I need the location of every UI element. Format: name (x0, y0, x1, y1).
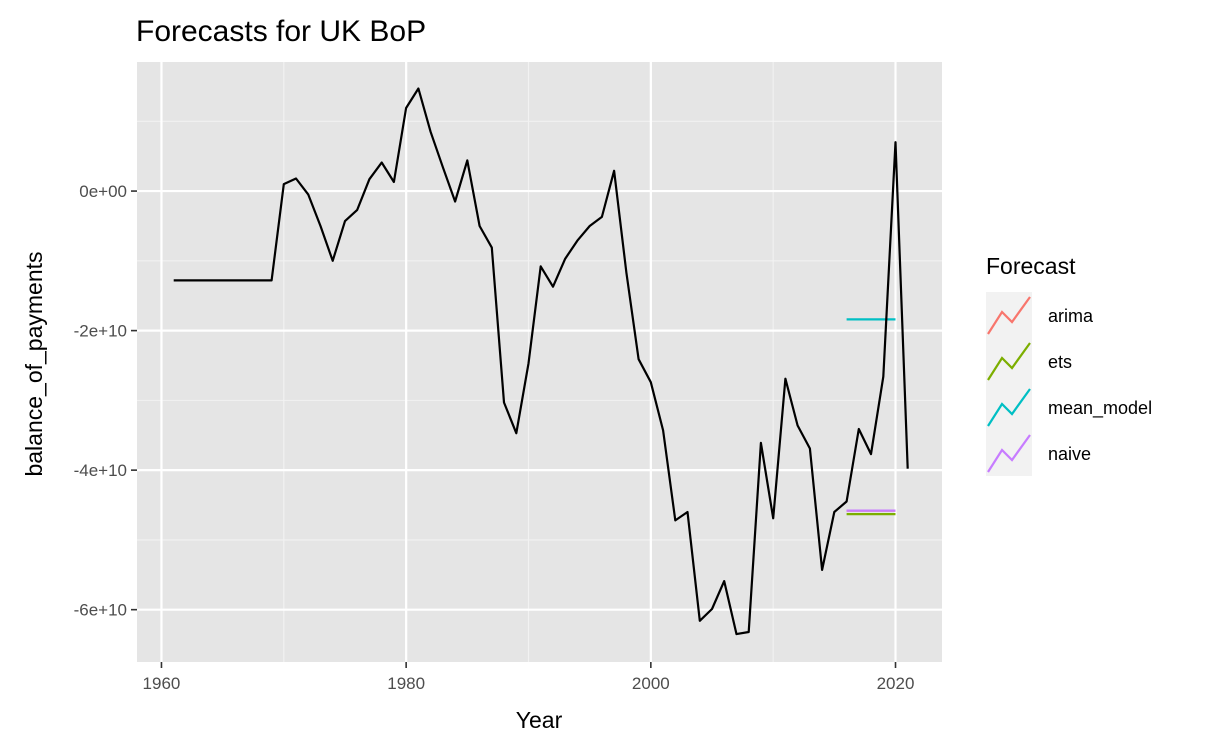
legend-label-arima: arima (1048, 306, 1094, 326)
legend-label-mean-model: mean_model (1048, 398, 1152, 419)
x-tick-label: 2000 (632, 674, 670, 693)
x-tick-label: 1960 (143, 674, 181, 693)
legend-label-naive: naive (1048, 444, 1091, 464)
legend-label-ets: ets (1048, 352, 1072, 372)
legend-key-ets (987, 342, 1031, 381)
x-tick-label: 1980 (387, 674, 425, 693)
legend-key-bg (986, 292, 1032, 338)
y-tick-label: -2e+10 (74, 322, 127, 341)
chart-title: Forecasts for UK BoP (136, 15, 426, 48)
y-axis: 0e+00 -2e+10 -4e+10 -6e+10 (74, 182, 137, 620)
legend-key-naive (987, 434, 1031, 473)
legend-key-bg (986, 338, 1032, 384)
y-tick-label: 0e+00 (79, 182, 127, 201)
legend-key-bg (986, 384, 1032, 430)
actual-series (173, 87, 909, 636)
actual-line (173, 87, 909, 636)
x-axis: 1960 1980 2000 2020 (143, 662, 915, 693)
legend-title: Forecast (986, 253, 1076, 279)
y-axis-title: balance_of_payments (21, 251, 47, 476)
plot-panel (137, 62, 942, 662)
legend-key-arima (987, 296, 1031, 335)
legend-key-bg (986, 430, 1032, 476)
x-axis-title: Year (516, 707, 563, 733)
minor-gridlines (137, 62, 942, 662)
legend-key-mean-model (987, 388, 1031, 427)
x-tick-label: 2020 (877, 674, 915, 693)
y-tick-label: -6e+10 (74, 601, 127, 620)
y-tick-label: -4e+10 (74, 461, 127, 480)
